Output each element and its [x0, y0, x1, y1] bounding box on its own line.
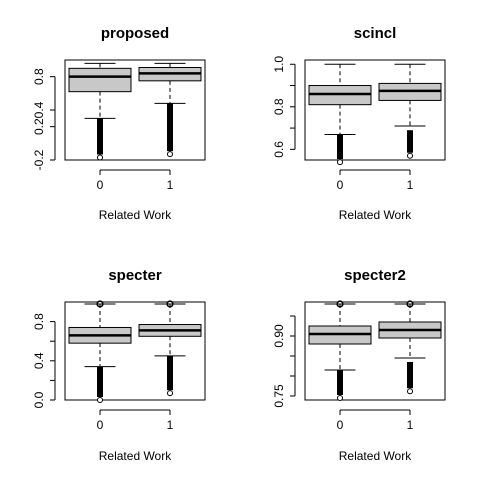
y-tick-label: 0.4 — [32, 101, 46, 118]
box-1 — [138, 62, 202, 158]
y-tick-label: 1.0 — [272, 56, 286, 73]
x-tick-label: 0 — [337, 418, 344, 432]
y-tick-label: 0.8 — [272, 98, 286, 115]
box-0 — [308, 300, 372, 401]
plot-frame — [64, 59, 206, 161]
x-tick-label: 1 — [167, 418, 174, 432]
y-tick-label: 0.90 — [272, 324, 286, 348]
y-tick-label: 0.6 — [272, 141, 286, 158]
outlier-point — [407, 388, 413, 395]
outlier-point — [407, 152, 413, 159]
y-axis: -0.2 0.20.4 0.8 — [32, 68, 56, 170]
plot-area — [308, 63, 442, 166]
outlier-point — [167, 151, 173, 158]
y-axis: 0.6 0.8 1.0 — [272, 56, 296, 158]
y-tick-label: 0.0 — [32, 391, 46, 408]
panel-title: specter2 — [344, 267, 406, 284]
plot-area — [68, 62, 202, 161]
panel-title: proposed — [101, 25, 169, 42]
y-tick-label: -0.2 — [32, 149, 46, 170]
y-tick-label: 0.2 — [32, 118, 46, 135]
outlier-point — [97, 154, 103, 161]
box-iqr — [68, 67, 132, 93]
y-tick-label: 0.4 — [32, 352, 46, 369]
outlier-point — [337, 159, 343, 166]
plot-frame — [304, 59, 446, 161]
x-tick-label: 1 — [407, 418, 414, 432]
y-axis: 0.0 0.4 0.8 — [32, 313, 56, 408]
y-tick-label: 0.75 — [272, 384, 286, 408]
box-0 — [308, 63, 372, 166]
x-axis-label: Related Work — [339, 449, 412, 463]
plot-area — [68, 300, 202, 403]
x-tick-label: 0 — [337, 178, 344, 192]
plot-frame — [304, 301, 446, 401]
x-axis-label: Related Work — [99, 449, 172, 463]
x-tick-label: 1 — [167, 178, 174, 192]
outlier-point — [167, 390, 173, 397]
x-tick-label: 0 — [97, 418, 104, 432]
box-1 — [378, 63, 442, 159]
outlier-point — [97, 397, 103, 403]
x-axis-label: Related Work — [99, 208, 172, 222]
panel-title: scincl — [354, 25, 397, 42]
y-axis: 0.75 0.90 — [272, 315, 296, 408]
y-tick-label: 0.8 — [32, 68, 46, 85]
x-tick-label: 0 — [97, 178, 104, 192]
outlier-point — [337, 395, 343, 401]
box-1 — [138, 300, 202, 397]
box-0 — [68, 62, 132, 161]
x-tick-label: 1 — [407, 178, 414, 192]
box-1 — [378, 300, 442, 395]
plot-frame — [64, 301, 206, 401]
panel-title: specter — [108, 267, 162, 284]
box-0 — [68, 300, 132, 403]
x-axis-label: Related Work — [339, 208, 412, 222]
y-tick-label: 0.8 — [32, 313, 46, 330]
plot-area — [308, 300, 442, 401]
